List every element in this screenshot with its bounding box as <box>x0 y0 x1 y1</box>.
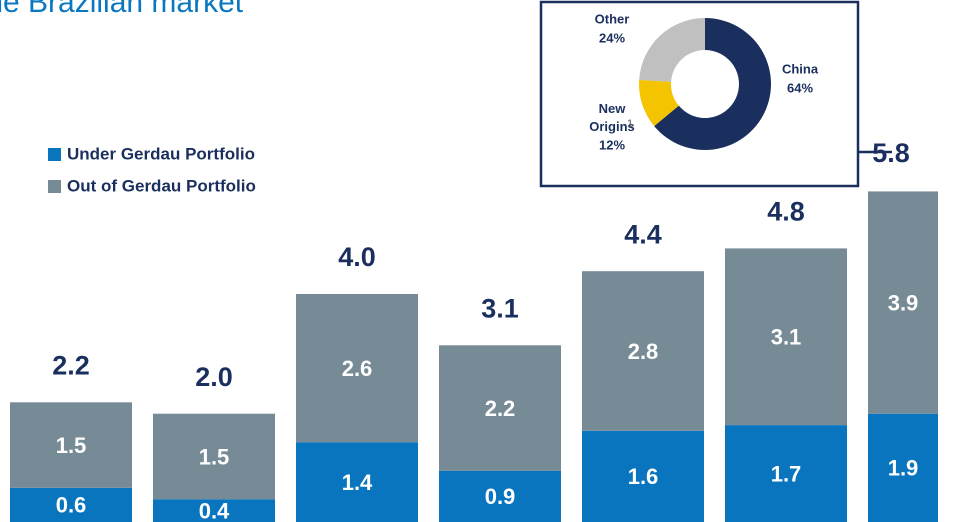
segment-label: 1.5 <box>199 444 230 469</box>
segment-label: 1.5 <box>56 433 87 458</box>
total-label: 4.0 <box>338 242 376 272</box>
bar-segment <box>439 345 561 471</box>
total-label: 2.2 <box>52 350 90 380</box>
segment-label: 2.6 <box>342 356 373 381</box>
legend-label: Under Gerdau Portfolio <box>67 144 255 163</box>
segment-label: 1.9 <box>888 456 919 481</box>
segment-label: 0.9 <box>485 484 516 509</box>
bar-segment <box>10 487 132 522</box>
slice-label: China <box>782 61 819 76</box>
bar-segment <box>868 413 938 522</box>
bar-segment <box>296 442 418 522</box>
bar-segment <box>153 499 275 522</box>
total-label: 5.8 <box>872 138 910 168</box>
segment-label: 2.2 <box>485 396 516 421</box>
bar-segment <box>582 430 704 522</box>
bar-segment <box>868 191 938 414</box>
bar-segment <box>725 425 847 522</box>
bar-segment <box>582 271 704 431</box>
slice-value-label: 12% <box>599 137 625 152</box>
segment-label: 1.7 <box>771 461 802 486</box>
donut-slice <box>654 18 772 151</box>
chart-title: the Brazilian market <box>0 0 244 19</box>
bar-segment <box>296 294 418 443</box>
slice-value-label: 24% <box>599 30 625 45</box>
segment-label: 3.9 <box>888 290 919 315</box>
legend-swatch <box>48 180 61 193</box>
total-label: 4.8 <box>767 197 805 227</box>
total-label: 4.4 <box>624 219 662 249</box>
legend-swatch <box>48 148 61 161</box>
legend-label: Out of Gerdau Portfolio <box>67 176 256 195</box>
total-label: 3.1 <box>481 293 519 323</box>
total-label: 2.0 <box>195 362 233 392</box>
segment-label: 1.6 <box>628 464 659 489</box>
segment-label: 0.4 <box>199 498 230 522</box>
bar-segment <box>10 402 132 488</box>
slice-label: Other <box>595 11 630 26</box>
donut-slice <box>639 79 679 127</box>
donut-slice <box>639 18 705 82</box>
segment-label: 2.8 <box>628 339 659 364</box>
bar-segment <box>725 248 847 426</box>
footnote-mark: 1 <box>627 118 633 130</box>
slice-label: New Origins <box>589 101 635 134</box>
segment-label: 3.1 <box>771 325 802 350</box>
bar-segment <box>153 413 275 500</box>
bar-segment <box>439 470 561 522</box>
segment-label: 0.6 <box>56 493 87 518</box>
segment-label: 1.4 <box>342 470 373 495</box>
slice-value-label: 64% <box>787 80 813 95</box>
